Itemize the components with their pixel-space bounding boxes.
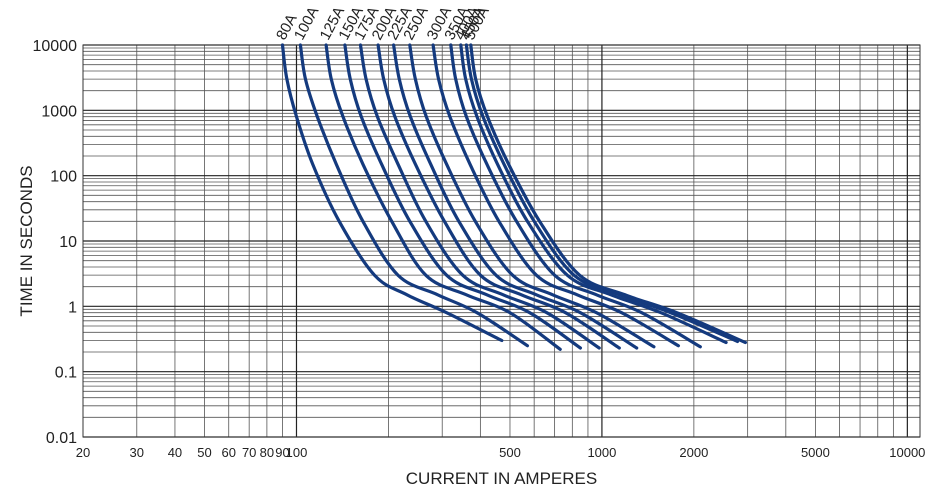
x-tick-label: 50 [197, 445, 211, 460]
x-tick-label: 20 [76, 445, 90, 460]
curve-100A [298, 43, 529, 348]
plot-frame [82, 44, 921, 438]
y-tick-label: 100 [50, 169, 77, 186]
x-tick-label: 30 [130, 445, 144, 460]
series-labels: 80A100A125A150A175A200A225A250A300A350A4… [273, 4, 493, 43]
x-tick-label: 40 [168, 445, 182, 460]
x-tick-label: 5000 [801, 445, 830, 460]
x-tick-label: 90 [275, 445, 289, 460]
x-tick-label: 2000 [679, 445, 708, 460]
curve-250A [408, 43, 656, 349]
y-axis-title: TIME IN SECONDS [17, 165, 36, 316]
y-tick-label: 0.1 [55, 365, 77, 382]
curve-225A [392, 43, 639, 350]
x-tick-label: 500 [499, 445, 521, 460]
curve-125A [324, 43, 562, 351]
x-tick-label: 70 [242, 445, 256, 460]
curve-350A [449, 43, 702, 349]
x-tick-label: 100 [286, 445, 308, 460]
x-tick-label: 1000 [587, 445, 616, 460]
curve-150A [343, 43, 582, 350]
x-tick-label: 10000 [889, 445, 925, 460]
curve-450A [464, 43, 740, 344]
curve-500A [469, 43, 747, 345]
x-tick-label: 80 [260, 445, 274, 460]
x-axis-title: CURRENT IN AMPERES [406, 469, 597, 488]
curves [280, 43, 747, 351]
curve-175A [358, 43, 601, 350]
y-tick-label: 1 [68, 299, 77, 316]
y-tick-label: 0.01 [46, 430, 77, 447]
y-tick-label: 10000 [33, 38, 78, 55]
curve-300A [431, 43, 680, 348]
y-tick-label: 10 [59, 234, 77, 251]
curve-200A [376, 43, 621, 350]
y-tick-label: 1000 [41, 103, 77, 120]
x-tick-label: 60 [221, 445, 235, 460]
curve-80A [280, 43, 504, 343]
curve-400A [459, 43, 728, 345]
y-tick-labels: 10000 1000 100 10 1 0.1 0.01 [33, 38, 78, 447]
